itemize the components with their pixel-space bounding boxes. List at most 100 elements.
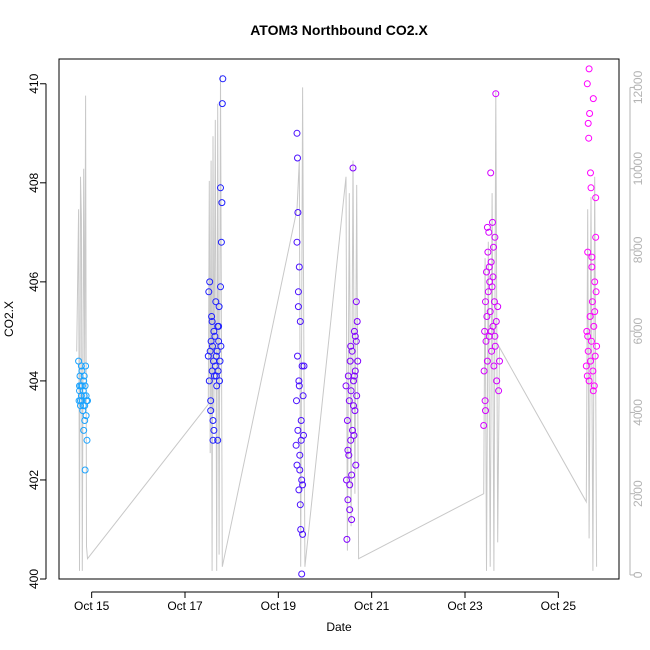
data-point <box>587 357 594 365</box>
x-tick-label: Oct 25 <box>541 599 577 613</box>
data-point <box>492 318 500 325</box>
data-point <box>351 367 359 375</box>
data-point <box>216 377 223 385</box>
data-point <box>296 318 304 325</box>
series-4 <box>342 164 362 543</box>
data-point <box>584 332 592 340</box>
data-point <box>346 481 354 489</box>
data-point <box>296 501 304 509</box>
data-point <box>586 110 594 117</box>
data-point <box>490 298 498 306</box>
series-5 <box>480 90 503 429</box>
data-point <box>296 451 304 459</box>
data-point <box>294 426 302 434</box>
data-point <box>590 382 598 390</box>
data-point <box>342 382 350 390</box>
data-point <box>218 199 226 207</box>
data-point <box>589 387 597 395</box>
data-point <box>294 209 302 216</box>
data-point <box>346 357 354 365</box>
data-point <box>294 303 302 311</box>
points-layer <box>75 65 601 578</box>
data-point <box>215 303 223 311</box>
y-tick-label: 410 <box>27 73 41 93</box>
data-point <box>298 570 306 578</box>
data-point <box>480 422 488 429</box>
data-point <box>219 75 227 83</box>
y2-axis-right: 0 2000 4000 6000 8000 10000 12000 <box>629 70 645 578</box>
data-point <box>583 80 591 88</box>
y2-tick-label: 2000 <box>631 480 645 507</box>
data-point <box>491 342 499 350</box>
data-point <box>350 327 358 335</box>
data-point <box>345 451 353 459</box>
series-1 <box>75 357 91 474</box>
chart-title: ATOM3 Northbound CO2.X <box>250 22 428 38</box>
data-point <box>213 347 221 355</box>
y2-tick-label: 8000 <box>631 236 645 263</box>
data-point <box>483 223 491 231</box>
data-point <box>489 273 497 281</box>
data-point <box>350 377 357 385</box>
plot-frame <box>58 58 620 580</box>
data-point <box>293 238 301 246</box>
data-point <box>588 337 595 345</box>
data-point <box>298 362 306 370</box>
data-point <box>484 288 492 296</box>
data-point <box>488 347 496 355</box>
data-point <box>292 441 300 449</box>
data-point <box>352 337 360 345</box>
data-point <box>207 337 215 345</box>
data-point <box>588 253 596 261</box>
x-tick-label: Oct 19 <box>261 599 297 613</box>
data-point <box>485 228 493 236</box>
data-point <box>483 313 491 320</box>
data-point <box>491 233 499 241</box>
data-point <box>77 362 85 370</box>
data-point <box>80 426 88 434</box>
data-point <box>215 322 223 330</box>
data-point <box>343 476 350 484</box>
data-point <box>496 357 503 365</box>
data-point <box>205 288 213 296</box>
x-tick-label: Oct 17 <box>167 599 203 613</box>
data-point <box>490 243 497 251</box>
data-point <box>293 397 300 405</box>
data-point <box>483 357 491 365</box>
data-point <box>82 362 90 370</box>
series-3 <box>292 129 308 578</box>
data-point <box>217 238 225 246</box>
data-point <box>347 342 355 350</box>
y2-tick-label: 0 <box>631 571 645 578</box>
data-point <box>352 298 360 306</box>
data-point <box>295 377 303 385</box>
data-point <box>494 303 502 311</box>
data-point <box>299 392 307 400</box>
data-point <box>485 263 493 271</box>
data-point <box>591 308 599 316</box>
data-point <box>296 466 304 474</box>
data-point <box>295 263 303 271</box>
data-point <box>493 377 501 385</box>
data-point <box>344 496 352 504</box>
data-point <box>82 412 90 420</box>
data-point <box>352 461 360 469</box>
data-point <box>299 530 307 538</box>
data-point <box>591 278 599 286</box>
data-point <box>295 382 303 390</box>
data-point <box>484 248 492 256</box>
data-point <box>212 352 220 360</box>
data-point <box>346 506 354 514</box>
data-point <box>217 184 224 192</box>
data-point <box>208 318 216 325</box>
data-point <box>593 342 601 350</box>
data-point <box>592 194 600 202</box>
data-point <box>488 283 496 291</box>
data-point <box>207 407 215 415</box>
data-point <box>76 382 83 390</box>
data-point <box>297 417 305 424</box>
data-point <box>216 357 224 365</box>
data-point <box>349 426 356 434</box>
data-point <box>211 332 219 340</box>
data-point <box>589 95 597 103</box>
